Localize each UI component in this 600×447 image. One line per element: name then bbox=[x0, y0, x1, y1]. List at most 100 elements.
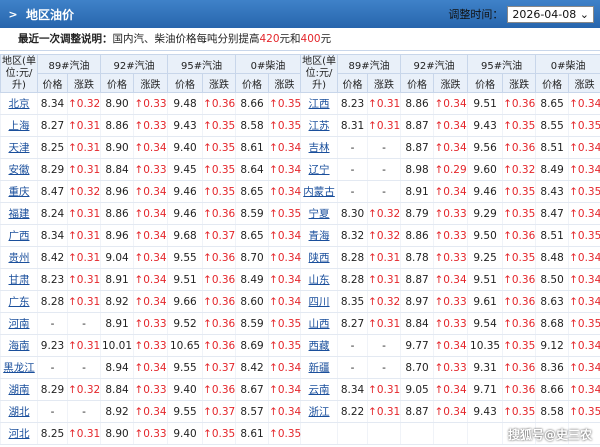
price-cell: 8.94 bbox=[100, 356, 134, 379]
price-cell: - bbox=[367, 136, 401, 159]
price-cell: 8.51 bbox=[535, 136, 569, 159]
date-select[interactable]: 2026-04-08 ⌄ bbox=[507, 5, 594, 23]
region-link[interactable]: 宁夏 bbox=[308, 208, 330, 220]
change-cell: ↑0.29 bbox=[433, 158, 468, 181]
region-link[interactable]: 广东 bbox=[8, 296, 30, 308]
change-cell: ↑0.31 bbox=[66, 246, 101, 269]
region-link[interactable]: 福建 bbox=[8, 208, 30, 220]
price-cell: 8.84 bbox=[400, 312, 434, 335]
change-cell: ↑0.35 bbox=[502, 114, 536, 137]
fuel-header: 0#柴油 bbox=[535, 54, 600, 74]
change-cell: ↑0.34 bbox=[433, 136, 468, 159]
price-cell: - bbox=[367, 334, 401, 357]
price-cell: 8.49 bbox=[235, 268, 269, 291]
region-link[interactable]: 陕西 bbox=[308, 252, 330, 264]
change-cell: ↑0.36 bbox=[202, 202, 236, 225]
price-table: 地区(单位:元/升) 89#汽油 92#汽油 95#汽油 0#柴油 地区(单位:元/升) 8… bbox=[0, 54, 600, 445]
price-cell: 9.66 bbox=[167, 290, 203, 313]
region-cell: 贵州 bbox=[0, 246, 38, 269]
change-cell: ↑0.33 bbox=[133, 378, 168, 401]
row: 天津 8.25 ↑0.31 8.90 ↑0.34 9.40 ↑0.35 8.61 ↑0.34 吉林… bbox=[0, 136, 600, 159]
price-cell: 8.57 bbox=[235, 400, 269, 423]
change-cell: ↑0.37 bbox=[202, 224, 236, 247]
date: 2026-04-08 bbox=[512, 7, 577, 21]
change-cell: ↑0.36 bbox=[202, 312, 236, 335]
region-link[interactable]: 江苏 bbox=[308, 120, 330, 132]
region-link[interactable]: 云南 bbox=[308, 384, 330, 396]
change-cell: ↑0.34 bbox=[133, 356, 168, 379]
region-link[interactable]: 山东 bbox=[308, 274, 330, 286]
change-cell: ↑0.34 bbox=[133, 136, 168, 159]
price-cell: 10.01 bbox=[100, 334, 134, 357]
change-cell: ↑0.33 bbox=[133, 92, 168, 115]
empty-cell bbox=[502, 422, 536, 445]
change-cell: ↑0.36 bbox=[502, 312, 536, 335]
price-cell: - bbox=[337, 158, 368, 181]
change-cell: ↑0.35 bbox=[568, 114, 600, 137]
price-cell: 8.87 bbox=[400, 268, 434, 291]
row: 贵州 8.42 ↑0.31 9.04 ↑0.34 9.55 ↑0.36 8.70 ↑0.34 陕西… bbox=[0, 246, 600, 269]
region-link[interactable]: 四川 bbox=[308, 296, 330, 308]
row: 海南 9.23 ↑0.31 10.01 ↑0.33 10.65 ↑0.36 8.69 ↑0.35… bbox=[0, 334, 600, 357]
sub-header: 价格 bbox=[167, 73, 204, 93]
region-link[interactable]: 北京 bbox=[8, 98, 30, 110]
price-cell: - bbox=[37, 400, 68, 423]
region-cell: 重庆 bbox=[0, 180, 38, 203]
change-cell: ↑0.35 bbox=[568, 224, 600, 247]
row: 黑龙江 - -8.94 ↑0.34 9.55 ↑0.37 8.42 ↑0.34 新疆 - -8.70… bbox=[0, 356, 600, 379]
row: 湖北 - -8.92 ↑0.34 9.55 ↑0.37 8.57 ↑0.34 浙江 8.22 ↑0.… bbox=[0, 400, 600, 423]
change-cell: ↑0.35 bbox=[202, 136, 236, 159]
region-link[interactable]: 青海 bbox=[308, 230, 330, 242]
change-cell: ↑0.34 bbox=[268, 378, 301, 401]
region-link[interactable]: 广西 bbox=[8, 230, 30, 242]
region-link[interactable]: 甘肃 bbox=[8, 274, 30, 286]
price-cell: - bbox=[337, 136, 368, 159]
change-cell: ↑0.34 bbox=[133, 202, 168, 225]
fuel-header: 92#汽油 bbox=[400, 54, 469, 74]
empty-cell bbox=[433, 422, 468, 445]
region-link[interactable]: 黑龙江 bbox=[3, 362, 35, 374]
region-link[interactable]: 内蒙古 bbox=[303, 186, 335, 198]
region-link[interactable]: 山西 bbox=[308, 318, 330, 330]
price-cell: 8.58 bbox=[535, 400, 569, 423]
price-cell: 9.55 bbox=[167, 400, 203, 423]
region-link[interactable]: 河北 bbox=[8, 428, 30, 440]
region-link[interactable]: 海南 bbox=[8, 340, 30, 352]
region-cell: 青海 bbox=[300, 224, 338, 247]
region-link[interactable]: 吉林 bbox=[308, 142, 330, 154]
region-link[interactable]: 江西 bbox=[308, 98, 330, 110]
change-cell: ↑0.36 bbox=[502, 378, 536, 401]
region-cell: 黑龙江 bbox=[0, 356, 38, 379]
region-link[interactable]: 安徽 bbox=[8, 164, 30, 176]
region-cell: 云南 bbox=[300, 378, 338, 401]
sub-header: 价格 bbox=[235, 73, 270, 93]
region-link[interactable]: 重庆 bbox=[8, 186, 30, 198]
change-cell: ↑0.36 bbox=[502, 268, 536, 291]
region-link[interactable]: 西藏 bbox=[308, 340, 330, 352]
price-cell: 8.87 bbox=[400, 400, 434, 423]
region-link[interactable]: 贵州 bbox=[8, 252, 30, 264]
region-link[interactable]: 浙江 bbox=[308, 406, 330, 418]
change-cell: ↑0.35 bbox=[568, 312, 600, 335]
region-link[interactable]: 河南 bbox=[8, 318, 30, 330]
price-cell: 8.61 bbox=[235, 422, 269, 445]
region-cell: 海南 bbox=[0, 334, 38, 357]
region-cell: 江西 bbox=[300, 92, 338, 115]
price-cell: 8.90 bbox=[100, 92, 134, 115]
price-cell: 8.31 bbox=[337, 114, 368, 137]
region-link[interactable]: 天津 bbox=[8, 142, 30, 154]
change-cell: ↑0.34 bbox=[133, 246, 168, 269]
price-cell: 8.70 bbox=[235, 246, 269, 269]
region-link[interactable]: 上海 bbox=[8, 120, 30, 132]
region-link[interactable]: 新疆 bbox=[308, 362, 330, 374]
region-cell: 山西 bbox=[300, 312, 338, 335]
region-link[interactable]: 辽宁 bbox=[308, 164, 330, 176]
price-cell: 9.40 bbox=[167, 136, 203, 159]
fuel-header: 0#柴油 bbox=[235, 54, 302, 74]
region-cell: 天津 bbox=[0, 136, 38, 159]
price-cell: 8.55 bbox=[535, 114, 569, 137]
region-link[interactable]: 湖北 bbox=[8, 406, 30, 418]
change-cell: ↑0.35 bbox=[568, 180, 600, 203]
region-link[interactable]: 湖南 bbox=[8, 384, 30, 396]
change-cell: ↑0.34 bbox=[433, 92, 468, 115]
